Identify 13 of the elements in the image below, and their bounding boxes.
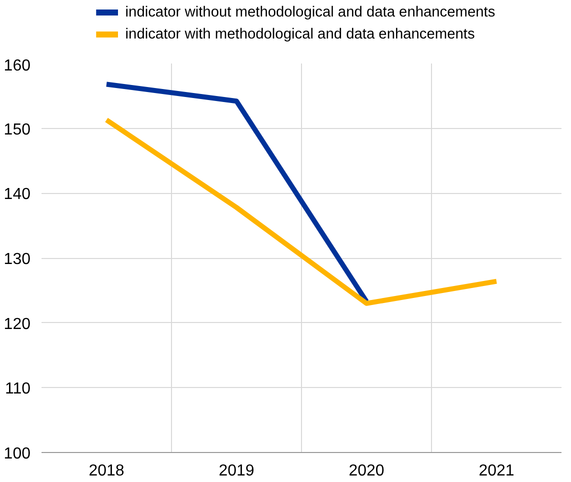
x-tick-label: 2021 [478,462,514,480]
y-tick-label: 140 [4,186,31,204]
x-tick-label: 2019 [218,462,254,480]
legend-label: indicator without methodological and data enhancements [125,4,496,20]
x-tick-label: 2020 [348,462,384,480]
y-tick-label: 150 [4,121,31,138]
y-tick-label: 130 [4,251,31,268]
y-tick-label: 160 [4,58,31,74]
y-tick-label: 100 [4,446,31,462]
y-tick-label: 120 [4,316,31,333]
x-tick-label: 2018 [88,462,124,480]
y-tick-label: 110 [4,380,31,398]
legend-label: indicator with methodological and data enhancements [125,26,475,42]
